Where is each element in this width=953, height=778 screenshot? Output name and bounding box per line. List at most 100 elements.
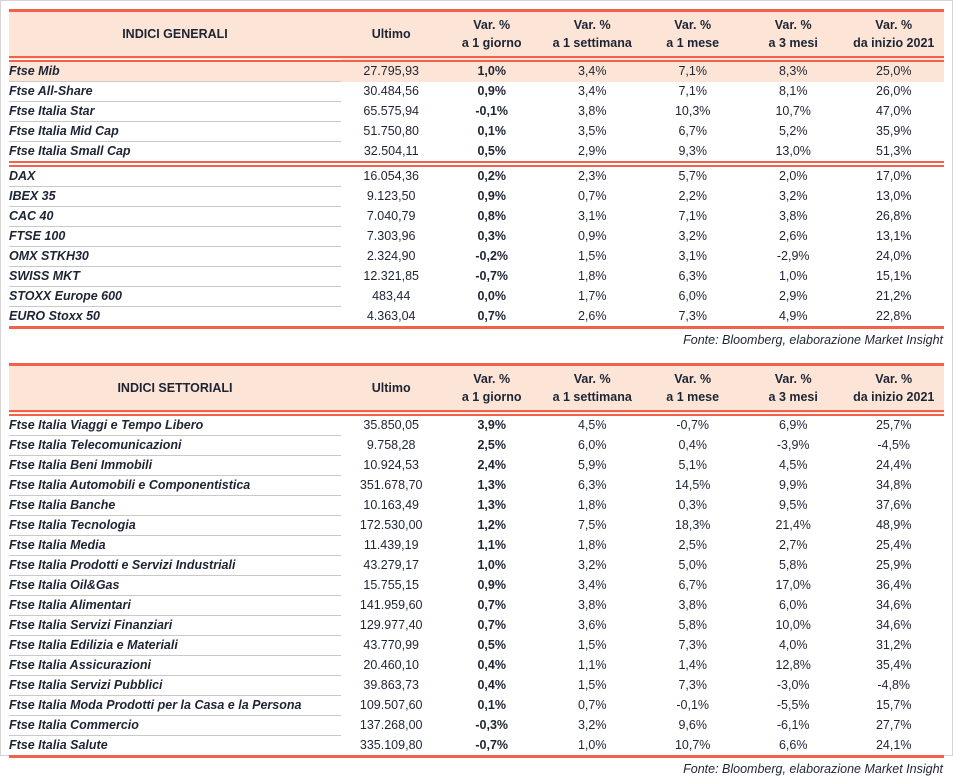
- index-value: 0,9%: [477, 189, 506, 203]
- index-value: 5,8%: [778, 558, 808, 572]
- index-value: 1,8%: [577, 498, 607, 512]
- table-row: OMX STKH30 2.324,90 -0,2% 1,5% 3,1% -2,9% 24,0…: [9, 246, 944, 267]
- index-value: -3,0%: [776, 678, 810, 692]
- index-value: 129.977,40: [359, 618, 423, 632]
- column-label: Var. %: [875, 372, 913, 386]
- index-value: 22,8%: [875, 308, 912, 323]
- index-value: 30.484,56: [363, 84, 419, 98]
- index-value: 351.678,70: [359, 478, 423, 492]
- table-row: Ftse Italia Edilizia e Materiali 43.770,9…: [9, 635, 944, 656]
- index-name: Ftse Italia Moda Prodotti per la Casa e …: [9, 695, 341, 716]
- index-value: 0,4%: [477, 658, 506, 672]
- index-value: 8,3%: [742, 59, 844, 82]
- index-value: 1,2%: [477, 518, 506, 532]
- index-value: 21,4%: [775, 518, 811, 532]
- table-row: Ftse Italia Telecomunicazioni 9.758,28 2,5…: [9, 435, 944, 456]
- index-value: 4,5%: [778, 458, 808, 472]
- index-value: 1,5%: [577, 678, 607, 692]
- index-value: 51.750,80: [363, 124, 419, 138]
- index-value: 0,7%: [477, 308, 506, 323]
- table-row: Ftse Italia Oil&Gas 15.755,15 0,9% 3,4% 6,7%…: [9, 575, 944, 596]
- index-value: 3,4%: [541, 59, 643, 82]
- index-value: 4,5%: [577, 418, 607, 433]
- index-value: 27.795,93: [340, 59, 442, 82]
- index-value: 13,0%: [742, 141, 844, 167]
- column-sublabel: a 1 settimana: [552, 36, 632, 50]
- column-sublabel: a 1 settimana: [552, 390, 632, 404]
- index-value: -4,5%: [877, 438, 911, 452]
- column-header-var-da-inizio-2021: Var. % da inizio 2021: [843, 364, 944, 416]
- index-value: -6,1%: [776, 718, 810, 732]
- column-sublabel: a 1 giorno: [461, 36, 522, 50]
- index-value: 0,9%: [577, 229, 607, 243]
- index-value: 6,7%: [678, 124, 707, 138]
- index-value: 34,6%: [875, 598, 912, 612]
- table-row: CAC 40 7.040,79 0,8% 3,1% 7,1% 3,8% 26,8%: [9, 206, 944, 227]
- index-name: Ftse Italia Oil&Gas: [9, 575, 341, 596]
- index-value: 10.163,49: [363, 498, 419, 512]
- index-value: 27,7%: [875, 718, 912, 732]
- index-value: -0,1%: [676, 698, 710, 712]
- index-name: Ftse Italia Star: [9, 101, 341, 122]
- index-value: 12.321,85: [363, 269, 419, 283]
- index-value: 9,6%: [678, 718, 707, 732]
- index-value: 4,9%: [778, 308, 808, 323]
- column-sublabel: a 3 mesi: [768, 390, 818, 404]
- index-value: 2,3%: [577, 169, 607, 184]
- index-value: 3,8%: [678, 598, 707, 612]
- index-name: SWISS MKT: [9, 266, 341, 287]
- index-value: 15.755,15: [363, 578, 419, 592]
- header-row: INDICI SETTORIALI Ultimo Var. % a 1 gior…: [9, 364, 944, 416]
- index-value: 3,2%: [577, 718, 607, 732]
- index-value: 335.109,80: [359, 737, 423, 752]
- index-name: Ftse Italia Mid Cap: [9, 121, 341, 142]
- index-value: 3,4%: [577, 578, 607, 592]
- index-value: -4,8%: [877, 678, 911, 692]
- index-value: 1,1%: [577, 658, 607, 672]
- index-name: CAC 40: [9, 206, 341, 227]
- index-value: 3,9%: [477, 418, 506, 433]
- index-value: 3,1%: [577, 209, 607, 223]
- index-value: 4.363,04: [366, 308, 416, 323]
- index-value: 24,0%: [875, 249, 912, 263]
- table-row: Ftse Italia Mid Cap 51.750,80 0,1% 3,5% 6,7%…: [9, 121, 944, 142]
- index-value: 1,5%: [577, 249, 607, 263]
- indici-generali-section: INDICI GENERALI Ultimo Var. % a 1 giorno…: [9, 9, 944, 349]
- index-value: 11.439,19: [363, 538, 419, 552]
- index-value: 5,1%: [678, 458, 707, 472]
- index-value: 7.040,79: [366, 209, 416, 223]
- index-value: 13,1%: [875, 229, 912, 243]
- column-label: Ultimo: [371, 381, 411, 395]
- index-value: 0,7%: [477, 598, 506, 612]
- column-label: Var. %: [674, 372, 712, 386]
- column-label: Var. %: [473, 372, 511, 386]
- column-header-var-1-settimana: Var. % a 1 settimana: [541, 10, 643, 62]
- column-label: Var. %: [573, 372, 611, 386]
- index-value: 0,4%: [678, 438, 707, 452]
- column-label: Var. %: [473, 18, 511, 32]
- index-value: 0,7%: [577, 698, 607, 712]
- index-value: 2,6%: [778, 229, 808, 243]
- index-value: 32.504,11: [340, 141, 442, 167]
- index-value: 43.279,17: [363, 558, 419, 572]
- index-value: 25,4%: [875, 538, 912, 552]
- index-value: 14,5%: [674, 478, 711, 492]
- index-name: Ftse Italia Salute: [9, 735, 341, 757]
- source-note: Fonte: Bloomberg, elaborazione Market In…: [683, 333, 943, 347]
- column-header-var-3-mesi: Var. % a 3 mesi: [742, 10, 844, 62]
- index-name: Ftse Mib: [9, 59, 341, 82]
- index-value: -0,7%: [475, 269, 509, 283]
- column-header-ultimo: Ultimo: [340, 364, 442, 416]
- column-header-var-3-mesi: Var. % a 3 mesi: [742, 364, 844, 416]
- table-row: Ftse Italia Servizi Pubblici 39.863,73 0,4…: [9, 675, 944, 696]
- column-label: Var. %: [774, 18, 812, 32]
- index-value: 7,3%: [678, 638, 707, 652]
- index-value: -3,9%: [776, 438, 810, 452]
- index-value: 2,5%: [477, 438, 506, 452]
- index-value: 31,2%: [875, 638, 912, 652]
- index-value: 1,0%: [441, 59, 542, 82]
- index-value: 9,5%: [778, 498, 808, 512]
- table-row: STOXX Europe 600 483,44 0,0% 1,7% 6,0% 2,9% 21…: [9, 286, 944, 307]
- index-value: 3,8%: [778, 209, 808, 223]
- index-value: 17,0%: [875, 169, 912, 184]
